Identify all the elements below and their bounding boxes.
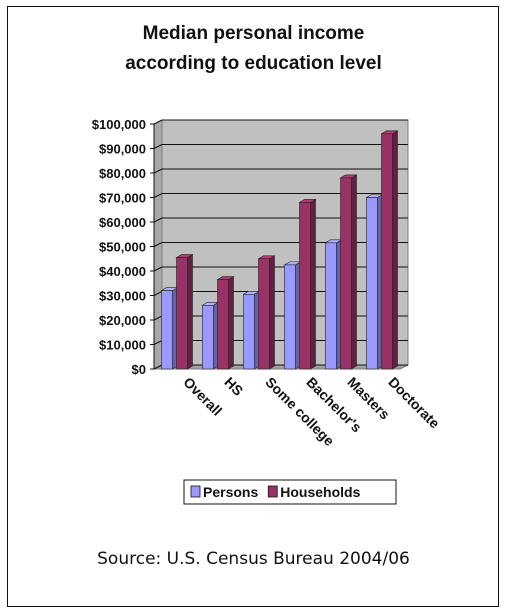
y-tick-label: $40,000 (99, 264, 146, 279)
bar-front (340, 177, 352, 370)
bar-front (325, 242, 337, 370)
bar-front (381, 133, 393, 370)
x-tick-label: HS (221, 374, 246, 399)
bar-households-some-college (257, 255, 276, 370)
legend-box (183, 479, 397, 505)
bar-households-doctorate (380, 130, 399, 370)
y-tick-label: $90,000 (99, 142, 146, 157)
gridline (153, 144, 408, 149)
bar-persons-overall (160, 287, 179, 370)
legend-label: Households (280, 484, 360, 500)
bar-front (202, 304, 214, 370)
bar-persons-masters (324, 239, 343, 370)
bar-side (187, 253, 193, 370)
bar-front (299, 202, 311, 370)
gridline (153, 168, 408, 174)
y-axis: $0 $10,000 $20,000 $30,000 $40,000 $50,000 $60… (92, 117, 155, 377)
bar-front (161, 290, 173, 370)
gridline (153, 119, 408, 125)
bar-front (258, 258, 270, 370)
x-tick-label: Doctorate (385, 374, 443, 432)
y-tick-label: $60,000 (99, 215, 146, 230)
y-tick-label: $10,000 (99, 338, 146, 353)
bar-side (310, 198, 316, 370)
gridline (153, 193, 408, 198)
y-tick-label: $0 (132, 362, 146, 377)
bar-households-bachelor-s (298, 198, 317, 370)
bar-front (284, 264, 296, 370)
legend: Persons Households (183, 479, 397, 505)
legend-label: Persons (203, 484, 258, 500)
source-note: Source: U.S. Census Bureau 2004/06 (97, 549, 410, 569)
x-tick-label: Overall (180, 374, 225, 419)
y-tick-label: $70,000 (99, 191, 146, 206)
y-tick-label: $50,000 (99, 240, 146, 255)
bar-households-overall (175, 253, 194, 370)
bar-side (351, 174, 357, 370)
bar-households-masters (339, 174, 358, 370)
y-tick-label: $80,000 (99, 166, 146, 181)
bar-persons-hs (201, 301, 220, 370)
y-tick-label: $100,000 (92, 117, 146, 132)
chart-title-line-2: according to education level (125, 53, 382, 74)
bar-persons-bachelor-s (283, 261, 302, 370)
bar-front (366, 197, 378, 370)
y-tick-label: $20,000 (99, 313, 146, 328)
bar-households-hs (216, 276, 235, 370)
bars (160, 130, 399, 370)
bar-side (228, 276, 234, 370)
y-tick-label: $30,000 (99, 289, 146, 304)
bar-front (176, 257, 188, 370)
bar-persons-doctorate (365, 193, 384, 370)
gridline (153, 217, 408, 223)
bar-front (243, 293, 255, 370)
bar-side (269, 255, 275, 370)
bar-front (217, 279, 229, 370)
legend-swatch (190, 485, 201, 498)
bar-side (392, 130, 398, 370)
legend-swatch (267, 485, 278, 498)
bar-persons-some-college (242, 290, 261, 370)
chart-title-line-1: Median personal income (142, 23, 365, 44)
